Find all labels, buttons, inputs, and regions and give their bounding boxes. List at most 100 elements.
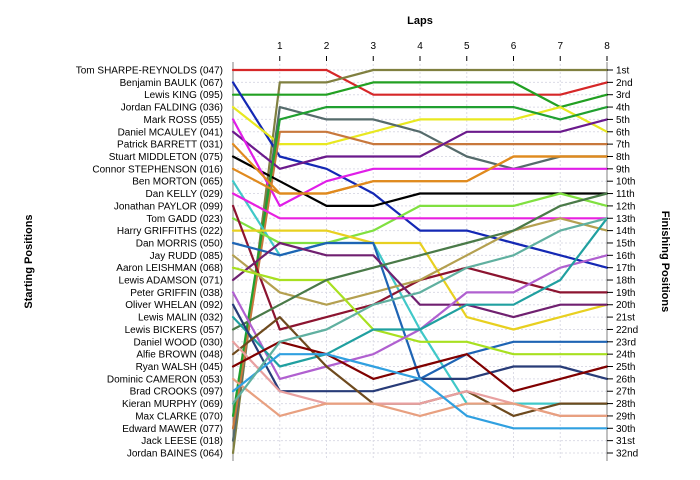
starting-position-label: Connor STEPHENSON (016) [92,164,223,175]
finishing-position-label: 25th [616,362,635,373]
series-line-25[interactable] [231,217,609,368]
starting-position-label: Dan KELLY (029) [146,189,223,200]
series-line-16[interactable] [231,229,609,331]
finishing-position-label: 16th [616,251,635,262]
x-tick-label: 5 [464,41,470,52]
finishing-position-label: 12th [616,201,635,212]
left-axis-title: Starting Positions [23,214,35,308]
starting-position-label: Oliver WHELAN (092) [125,300,223,311]
finishing-position-label: 22nd [616,325,638,336]
series-line-15[interactable] [231,192,609,245]
series-line-14[interactable] [231,155,609,195]
finishing-position-label: 10th [616,177,635,188]
axis-labels: 1 2 3 4 5 6 7 8 Tom SHARPE-REYNOLDS (047)Benjami… [76,41,639,460]
finishing-position-label: 20th [616,300,635,311]
finishing-position-label: 18th [616,276,635,287]
x-tick-label: 2 [324,41,330,52]
x-tick-label: 8 [604,41,610,52]
starting-position-label: Patrick BARRETT (031) [117,140,223,151]
starting-position-label: Daniel MCAULEY (041) [118,127,223,138]
starting-position-label: Jack LEESE (018) [141,436,223,447]
x-tick-label: 1 [277,41,283,52]
grid [232,62,608,461]
series-line-2[interactable] [231,68,609,455]
starting-position-label: Dan MORRIS (050) [136,238,223,249]
finishing-position-label: 24th [616,350,635,361]
finishing-position-label: 30th [616,424,635,435]
x-tick-label: 4 [417,41,423,52]
series-line-6[interactable] [231,105,609,442]
starting-position-label: Aaron LEISHMAN (068) [116,263,223,274]
starting-position-label: Tom SHARPE-REYNOLDS (047) [76,66,223,77]
finishing-position-label: 3rd [616,90,630,101]
series-line-11[interactable] [231,105,609,417]
starting-position-label: Ben MORTON (065) [132,177,223,188]
finishing-position-label: 31st [616,436,635,447]
starting-position-label: Lewis KING (095) [144,90,223,101]
series-line-1[interactable] [231,68,609,96]
series-line-5[interactable] [231,105,609,146]
series-line-8[interactable] [231,118,609,170]
starting-position-label: Mark ROSS (055) [144,115,223,126]
series-line-7[interactable] [231,130,609,430]
x-axis-title: Laps [407,15,433,27]
finishing-position-label: 21st [616,313,635,324]
series-line-22[interactable] [231,266,609,356]
finishing-position-label: 1st [616,66,630,77]
finishing-position-label: 6th [616,127,630,138]
finishing-position-label: 5th [616,115,630,126]
series-lines [231,68,609,455]
starting-position-label: Lewis BICKERS (057) [125,325,223,336]
series-line-9[interactable] [231,155,609,207]
starting-position-label: Kieran MURPHY (069) [122,399,223,410]
series-line-3[interactable] [231,81,609,109]
finishing-position-label: 14th [616,226,635,237]
starting-position-label: Jay RUDD (085) [150,251,223,262]
starting-position-label: Brad CROOKS (097) [130,387,223,398]
starting-position-label: Edward MAWER (077) [122,424,223,435]
finishing-position-label: 17th [616,263,635,274]
series-line-4[interactable] [231,81,609,269]
series-line-29[interactable] [231,340,609,393]
finishing-position-label: 8th [616,152,630,163]
finishing-position-label: 23rd [616,337,636,348]
starting-position-label: Jonathan PAYLOR (099) [114,201,223,212]
series-line-20[interactable] [231,241,609,380]
x-tick-label: 3 [370,41,376,52]
finishing-position-label: 32nd [616,449,638,460]
finishing-position-label: 4th [616,103,630,114]
starting-position-label: Alfie BROWN (048) [136,350,223,361]
starting-position-label: Max CLARKE (070) [135,411,223,422]
x-tick-label: 7 [557,41,563,52]
finishing-position-label: 7th [616,140,630,151]
series-line-30[interactable] [231,377,609,417]
starting-position-label: Harry GRIFFITHS (022) [117,226,223,237]
starting-position-label: Ryan WALSH (045) [136,362,223,373]
starting-position-label: Stuart MIDDLETON (075) [109,152,223,163]
finishing-position-label: 29th [616,411,635,422]
finishing-position-label: 13th [616,214,635,225]
starting-position-label: Benjamin BAULK (067) [120,78,223,89]
finishing-position-label: 11th [616,189,635,200]
finishing-position-label: 19th [616,288,635,299]
finishing-position-label: 26th [616,374,635,385]
finishing-position-label: 27th [616,387,635,398]
x-tick-label: 6 [511,41,517,52]
series-line-31[interactable] [231,353,609,430]
starting-position-label: Jordan FALDING (036) [121,103,223,114]
series-line-10[interactable] [231,118,609,207]
series-line-32[interactable] [231,217,609,405]
starting-position-label: Lewis ADAMSON (071) [119,276,223,287]
series-line-23[interactable] [231,192,609,331]
finishing-position-label: 28th [616,399,635,410]
starting-position-label: Lewis MALIN (032) [138,313,223,324]
finishing-position-label: 9th [616,164,630,175]
right-axis-title: Finishing Positions [659,211,671,312]
series-line-21[interactable] [231,241,609,319]
starting-position-label: Daniel WOOD (030) [134,337,223,348]
starting-position-label: Tom GADD (023) [146,214,223,225]
starting-position-label: Dominic CAMERON (053) [107,374,223,385]
starting-position-label: Jordan BAINES (064) [127,449,223,460]
series-line-17[interactable] [231,192,609,220]
